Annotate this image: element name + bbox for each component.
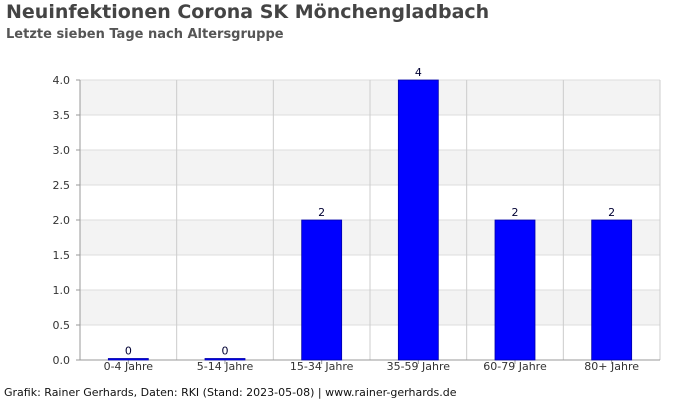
x-tick-label: 60-79 Jahre [483, 360, 547, 373]
data-label: 4 [415, 66, 422, 79]
y-tick-label: 3.5 [53, 109, 71, 122]
bars [107, 79, 633, 361]
data-label: 2 [318, 206, 325, 219]
y-tick-label: 0.5 [53, 319, 71, 332]
y-tick-label: 1.0 [53, 284, 71, 297]
bar [494, 219, 536, 361]
y-tick-label: 2.0 [53, 214, 71, 227]
y-tick-label: 1.5 [53, 249, 71, 262]
bar [204, 358, 246, 361]
y-tick-label: 4.0 [53, 74, 71, 87]
data-label: 2 [512, 206, 519, 219]
y-tick-label: 0.0 [53, 354, 71, 367]
data-label: 0 [222, 345, 229, 358]
data-label: 2 [608, 206, 615, 219]
bar [591, 219, 633, 361]
axes [76, 79, 660, 364]
bar [397, 79, 439, 361]
bar [107, 358, 149, 361]
x-tick-label: 5-14 Jahre [197, 360, 254, 373]
x-tick-labels: 0-4 Jahre 5-14 Jahre 15-34 Jahre 35-59 Jahr… [104, 360, 640, 373]
y-tick-label: 3.0 [53, 144, 71, 157]
chart-subtitle: Letzte sieben Tage nach Altersgruppe [6, 27, 284, 42]
bar [301, 219, 343, 361]
footer-credit: Grafik: Rainer Gerhards, Daten: RKI (Sta… [4, 386, 457, 399]
x-tick-label: 0-4 Jahre [104, 360, 154, 373]
x-tick-label: 15-34 Jahre [290, 360, 354, 373]
y-tick-label: 2.5 [53, 179, 71, 192]
chart-title: Neuinfektionen Corona SK Mönchengladbach [6, 1, 490, 23]
y-tick-labels: 0.0 0.5 1.0 1.5 2.0 2.5 3.0 3.5 4.0 [53, 74, 71, 367]
data-label: 0 [125, 345, 132, 358]
x-tick-label: 80+ Jahre [584, 360, 639, 373]
data-labels: 0 0 2 4 2 2 [125, 66, 615, 358]
x-tick-label: 35-59 Jahre [387, 360, 451, 373]
